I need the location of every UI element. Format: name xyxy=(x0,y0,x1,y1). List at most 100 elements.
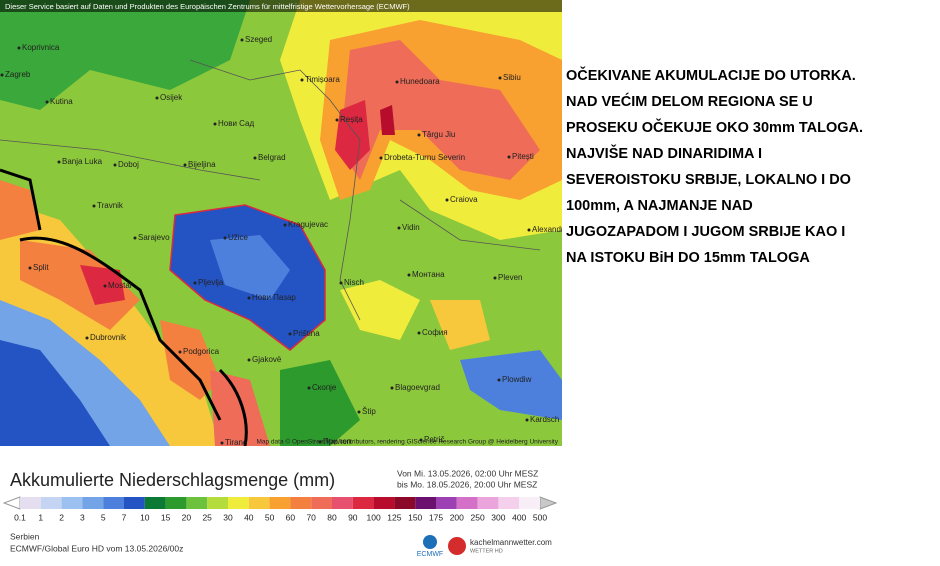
city-label: Alexandria xyxy=(532,225,570,234)
city-dot xyxy=(397,226,401,230)
city-dot xyxy=(220,441,224,445)
scale-label: 40 xyxy=(244,512,254,522)
color-step xyxy=(144,497,166,509)
scale-label: 15 xyxy=(161,512,171,522)
city-dot xyxy=(300,78,304,82)
scale-label: 175 xyxy=(429,512,443,522)
city-label: Kragujevac xyxy=(288,220,328,229)
scale-label: 50 xyxy=(265,512,275,522)
color-step xyxy=(61,497,83,509)
color-step xyxy=(248,497,270,509)
color-step xyxy=(290,497,312,509)
ecmwf-text: ECMWF xyxy=(417,551,443,558)
city-dot xyxy=(240,38,244,42)
city-dot xyxy=(113,163,117,167)
color-step xyxy=(311,497,332,509)
city-label: Petrič xyxy=(424,435,444,444)
site-sub: WETTER HD xyxy=(470,548,503,554)
legend-title: Akkumulierte Niederschlagsmenge (mm) xyxy=(10,470,335,490)
city-label: Plowdiw xyxy=(502,375,532,384)
city-dot xyxy=(85,336,89,340)
city-label: Szeged xyxy=(245,35,272,44)
scale-label: 200 xyxy=(450,512,464,522)
scale-label: 3 xyxy=(80,512,85,522)
color-step xyxy=(124,497,145,509)
color-step xyxy=(269,497,291,509)
scale-label: 2 xyxy=(59,512,64,522)
city-label: Mostar xyxy=(108,281,133,290)
city-label: Travnik xyxy=(97,201,124,210)
city-label: Priština xyxy=(293,329,320,338)
scale-label: 100 xyxy=(367,512,381,522)
city-dot xyxy=(45,100,49,104)
colorbar: 0.1 1 2 3 5 7 10 15 20 25 30 40 50 60 70 80 90 100 125 150 1… xyxy=(2,496,558,522)
city-dot xyxy=(28,266,32,270)
city-label: Koprivnica xyxy=(22,43,60,52)
city-dot xyxy=(395,80,399,84)
scale-label: 7 xyxy=(122,512,127,522)
scale-label: 125 xyxy=(387,512,401,522)
k-logo xyxy=(448,537,466,555)
scale-label: 300 xyxy=(491,512,505,522)
city-label: Nisch xyxy=(344,278,364,287)
color-step xyxy=(103,497,124,509)
commentary-line: OČEKIVANE AKUMULACIJE DO UTORKA. xyxy=(566,66,856,84)
city-label: Blagoevgrad xyxy=(395,383,440,392)
scale-label: 90 xyxy=(348,512,358,522)
city-label: Doboj xyxy=(118,160,139,169)
city-dot xyxy=(193,281,197,285)
city-label: Split xyxy=(33,263,49,272)
city-dot xyxy=(103,284,107,288)
city-dot xyxy=(318,440,322,444)
scale-label: 400 xyxy=(512,512,526,522)
commentary: OČEKIVANE AKUMULACIJE DO UTORKA. NAD VEĆI… xyxy=(566,66,863,266)
city-label: Banja Luka xyxy=(62,157,103,166)
city-dot xyxy=(288,332,292,336)
color-step xyxy=(394,497,416,509)
scale-label: 1 xyxy=(38,512,43,522)
scale-label: 250 xyxy=(471,512,485,522)
city-dot xyxy=(417,331,421,335)
city-label: Timișoara xyxy=(305,75,340,84)
city-dot xyxy=(335,118,339,122)
attribution: Map data © OpenStreetMap contributors, r… xyxy=(256,438,558,446)
commentary-line: NA ISTOKU BiH DO 15mm TALOGA xyxy=(566,250,810,266)
city-dot xyxy=(493,276,497,280)
city-label: Монтана xyxy=(412,270,445,279)
city-label: Kutina xyxy=(50,97,73,106)
color-step xyxy=(456,497,478,509)
city-label: Pljevlja xyxy=(198,278,224,287)
commentary-line: NAJVIŠE NAD DINARIDIMA I xyxy=(566,144,762,162)
color-step xyxy=(228,497,249,509)
city-dot xyxy=(253,156,257,160)
city-label: Pitești xyxy=(512,152,534,161)
city-dot xyxy=(507,155,511,159)
region: Serbien xyxy=(10,531,40,541)
commentary-line: NAD VEĆIM DELOM REGIONA SE U xyxy=(566,92,813,110)
city-label: Târgu Jiu xyxy=(422,130,455,139)
city-dot xyxy=(17,46,21,50)
city-label: Нови Сад xyxy=(218,119,254,128)
scale-label: 30 xyxy=(223,512,233,522)
scale-label: 80 xyxy=(327,512,337,522)
scale-label: 70 xyxy=(306,512,316,522)
city-label: Dubrovnik xyxy=(90,333,127,342)
city-label: Скопје xyxy=(312,383,337,392)
color-step xyxy=(207,497,228,509)
city-label: Štip xyxy=(362,407,376,416)
commentary-line: JUGOZAPADOM I JUGOM SRBIJE KAO I xyxy=(566,224,845,240)
city-label: Tirane xyxy=(225,438,248,447)
city-dot xyxy=(133,236,137,240)
commentary-line: PROSEKU OČEKUJE OKO 30mm TALOGA. xyxy=(566,118,863,136)
city-dot xyxy=(183,163,187,167)
city-dot xyxy=(223,236,227,240)
color-step xyxy=(498,497,520,509)
city-dot xyxy=(155,96,159,100)
scale-label: 25 xyxy=(202,512,212,522)
city-label: Kardsch xyxy=(530,415,559,424)
color-step xyxy=(352,497,374,509)
color-step xyxy=(20,497,41,509)
scale-label: 10 xyxy=(140,512,150,522)
city-label: Drobeta-Turnu Severin xyxy=(384,153,465,162)
city-dot xyxy=(247,358,251,362)
